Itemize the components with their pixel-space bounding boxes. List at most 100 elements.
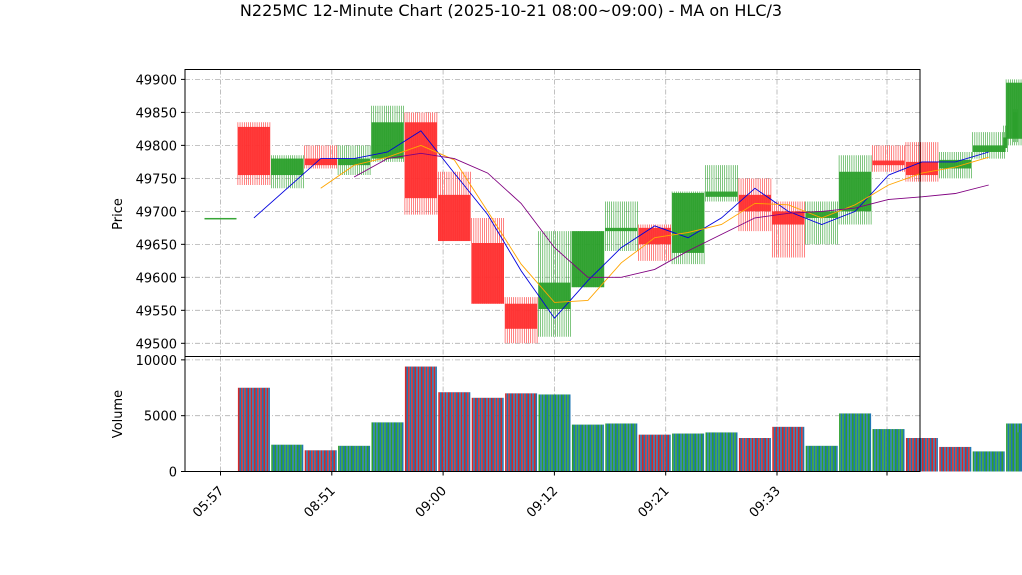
volume-stripe (476, 397, 479, 472)
volume-bar (471, 397, 504, 472)
volume-stripe (1003, 451, 1005, 472)
volume-stripe (995, 451, 997, 472)
candle-body (705, 191, 738, 197)
candle-wick (337, 145, 371, 176)
volume-bar (237, 387, 270, 472)
volume-stripe (397, 422, 399, 472)
volume-stripe (1009, 423, 1011, 472)
volume-stripe (883, 429, 886, 472)
volume-stripe (409, 366, 412, 472)
candle-body (338, 158, 371, 166)
volume-stripe (723, 432, 725, 472)
volume-stripe (300, 444, 302, 472)
volume-stripe (319, 450, 321, 472)
volume-bar (839, 413, 872, 472)
volume-stripe (988, 451, 991, 472)
volume-stripe (422, 366, 425, 472)
volume-stripe (956, 446, 959, 472)
candle (972, 132, 1005, 159)
volume-stripe (460, 392, 463, 472)
volume-stripe (812, 445, 814, 472)
volume-stripe (245, 387, 248, 472)
volume-stripe (408, 366, 410, 472)
volume-axis-label: Volume (111, 390, 126, 438)
volume-stripe (651, 434, 654, 472)
volume-stripe (843, 413, 846, 472)
volume-stripe (312, 450, 315, 472)
volume-stripe (867, 413, 870, 472)
candle (638, 224, 671, 261)
volume-stripe (861, 413, 864, 472)
volume-stripe (514, 393, 517, 472)
volume-stripe (414, 366, 417, 472)
volume-bar (271, 444, 304, 472)
volume-stripe (731, 432, 733, 472)
volume-stripe (360, 445, 363, 472)
volume-stripe (824, 445, 827, 472)
volume-stripe (975, 451, 978, 472)
volume-stripe (968, 446, 970, 472)
volume-stripe (271, 444, 273, 472)
volume-panel-frame (184, 356, 921, 472)
volume-stripe (788, 426, 790, 472)
volume-stripe (640, 434, 642, 472)
candle-wick (471, 217, 504, 304)
volume-stripe (926, 438, 929, 472)
volume-stripe (700, 433, 703, 472)
moving-average-lines (253, 130, 989, 319)
volume-stripe (393, 422, 396, 472)
volume-stripe (1017, 432, 1019, 472)
volume-stripe (638, 434, 641, 472)
volume-stripe (266, 387, 269, 472)
volume-stripe (463, 392, 466, 472)
candle-wick (1003, 125, 1008, 152)
volume-stripe (945, 446, 948, 472)
candle (538, 231, 571, 337)
volume-stripe (401, 422, 404, 472)
volume-stripe (724, 432, 727, 472)
volume-stripe (743, 438, 746, 472)
volume-stripe (591, 424, 593, 472)
volume-stripe (287, 444, 289, 472)
volume-stripe (944, 446, 946, 472)
volume-stripe (368, 445, 371, 472)
price-tick-label: 49900 (136, 73, 177, 88)
candle (271, 155, 304, 189)
volume-stripe (486, 397, 488, 472)
volume-stripe (786, 426, 789, 472)
volume-stripe (990, 451, 992, 472)
volume-stripe (947, 446, 949, 472)
volume-stripe (571, 424, 574, 472)
volume-stripe (330, 450, 332, 472)
candle-wick (404, 112, 438, 215)
volume-stripe (963, 446, 965, 472)
volume-stripe (691, 433, 693, 472)
price-tick-label: 49850 (136, 106, 177, 121)
volume-stripe (247, 387, 250, 472)
volume-stripe (489, 397, 491, 472)
volume-stripe (482, 397, 485, 472)
volume-stripe (546, 394, 549, 472)
volume-stripe (257, 387, 259, 472)
volume-stripe (290, 444, 293, 472)
volume-stripe (826, 445, 829, 472)
volume-stripe (780, 426, 782, 472)
volume-stripe (863, 413, 865, 472)
volume-stripe (315, 450, 318, 472)
volume-stripe (751, 438, 754, 472)
volume-stripe (276, 444, 278, 472)
volume-stripe (478, 397, 480, 472)
volume-bar (738, 438, 771, 472)
candle-wick (571, 231, 605, 288)
volume-stripe (610, 423, 612, 472)
volume-stripe (829, 445, 832, 472)
time-tick-label: 05:57 (190, 484, 227, 521)
volume-stripe (564, 394, 566, 472)
volume-stripe (252, 387, 254, 472)
time-axis: 05:57 08:51 09:00 09:12 09:21 09:33 (190, 471, 888, 521)
volume-stripe (272, 444, 275, 472)
volume-stripe (498, 397, 501, 472)
price-tick-label: 49500 (136, 337, 177, 352)
volume-stripe (791, 426, 794, 472)
volume-stripe (584, 424, 587, 472)
